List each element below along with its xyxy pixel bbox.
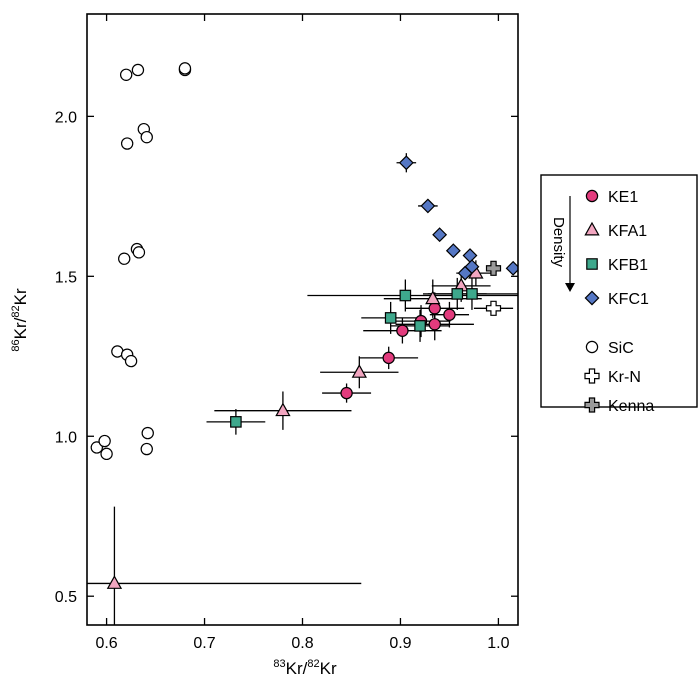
- legend-marker-kenna: [584, 397, 600, 413]
- y-tick-label: 0.5: [55, 589, 77, 606]
- x-tick-label: 0.8: [291, 635, 313, 652]
- series-ke1: [340, 302, 456, 400]
- data-point-kfb1: [384, 312, 397, 324]
- error-bars: [87, 153, 518, 625]
- legend-marker-kr-n: [584, 368, 600, 384]
- data-point-sic: [119, 68, 133, 81]
- y-tick-label: 2.0: [55, 109, 77, 126]
- legend-label-kenna: Kenna: [608, 398, 654, 415]
- legend-entries: KE1 KFA1 KFB1 KFC1 SiC Kr-N Kenna: [584, 189, 654, 415]
- series-kr-n: [485, 300, 502, 316]
- data-point-kr-n: [485, 300, 502, 316]
- data-point-sic: [98, 434, 111, 448]
- data-point-sic: [178, 62, 192, 75]
- series-kfc1: [398, 155, 518, 281]
- data-point-ke1: [428, 302, 441, 315]
- data-point-kfb1: [230, 416, 242, 428]
- data-point-ke1: [340, 386, 353, 400]
- y-tick-label: 1.5: [55, 269, 77, 286]
- data-point-kfc1: [420, 198, 436, 214]
- legend-label-sic: SiC: [608, 340, 634, 357]
- data-point-sic: [140, 130, 153, 144]
- data-point-ke1: [382, 351, 395, 365]
- data-point-sic: [124, 354, 138, 368]
- legend-label-kfb1: KFB1: [608, 257, 648, 274]
- data-point-kfa1: [425, 290, 441, 305]
- series-kfb1: [230, 288, 478, 428]
- data-point-kfa1: [106, 575, 123, 589]
- x-axis-label: 83Kr/82Kr: [273, 658, 337, 678]
- legend-label-kr-n: Kr-N: [608, 369, 641, 386]
- data-point-sic: [120, 137, 134, 150]
- legend-marker-kfa1: [584, 221, 600, 236]
- series-kfa1: [106, 264, 484, 589]
- data-point-kfa1: [275, 402, 291, 417]
- data-point-sic: [131, 63, 145, 77]
- legend-marker-kfb1: [586, 258, 598, 270]
- data-point-kfc1: [445, 243, 461, 259]
- data-point-kfc1: [464, 259, 480, 275]
- legend-marker-ke1: [585, 189, 599, 203]
- data-point-ke1: [396, 324, 409, 337]
- data-point-kenna: [485, 260, 502, 276]
- legend: Density KE1 KFA1 KFB1 KFC1 SiC Kr-N Kenna: [540, 174, 698, 415]
- data-point-sic: [100, 447, 113, 461]
- data-point-kfb1: [414, 320, 426, 332]
- legend-label-ke1: KE1: [608, 189, 638, 206]
- x-tick-label: 0.6: [95, 635, 117, 652]
- legend-marker-sic: [585, 340, 599, 354]
- y-axis-label: 86Kr/82Kr: [10, 288, 30, 352]
- data-point-ke1: [443, 308, 456, 321]
- x-tick-label: 0.7: [193, 635, 215, 652]
- series-sic: [90, 62, 192, 461]
- data-point-kfa1: [351, 364, 367, 378]
- x-tick-label: 1.0: [487, 635, 509, 652]
- data-point-sic: [132, 246, 146, 259]
- data-point-sic: [141, 426, 154, 440]
- legend-label-kfa1: KFA1: [608, 223, 647, 240]
- y-tick-label: 1.0: [55, 429, 77, 446]
- legend-label-kfc1: KFC1: [608, 291, 649, 308]
- data-point-kfb1: [399, 289, 412, 302]
- density-label: Density: [550, 217, 567, 268]
- data-point-sic: [118, 252, 131, 265]
- legend-box: [540, 174, 698, 408]
- plot-area: [87, 62, 518, 625]
- data-point-kfc1: [432, 227, 448, 243]
- data-point-kfc1: [462, 248, 478, 263]
- x-axis: 0.6 0.7 0.8 0.9 1.0: [95, 14, 510, 652]
- y-axis: 0.5 1.0 1.5 2.0: [55, 109, 518, 606]
- data-point-kfb1: [466, 288, 478, 300]
- data-point-ke1: [428, 318, 441, 331]
- legend-marker-kfc1: [584, 290, 600, 306]
- data-point-sic: [140, 442, 153, 456]
- data-point-kfb1: [451, 288, 464, 300]
- data-point-kfc1: [398, 155, 414, 171]
- series-kenna: [485, 260, 502, 276]
- x-tick-label: 0.9: [389, 635, 411, 652]
- density-arrow-head: [565, 283, 575, 292]
